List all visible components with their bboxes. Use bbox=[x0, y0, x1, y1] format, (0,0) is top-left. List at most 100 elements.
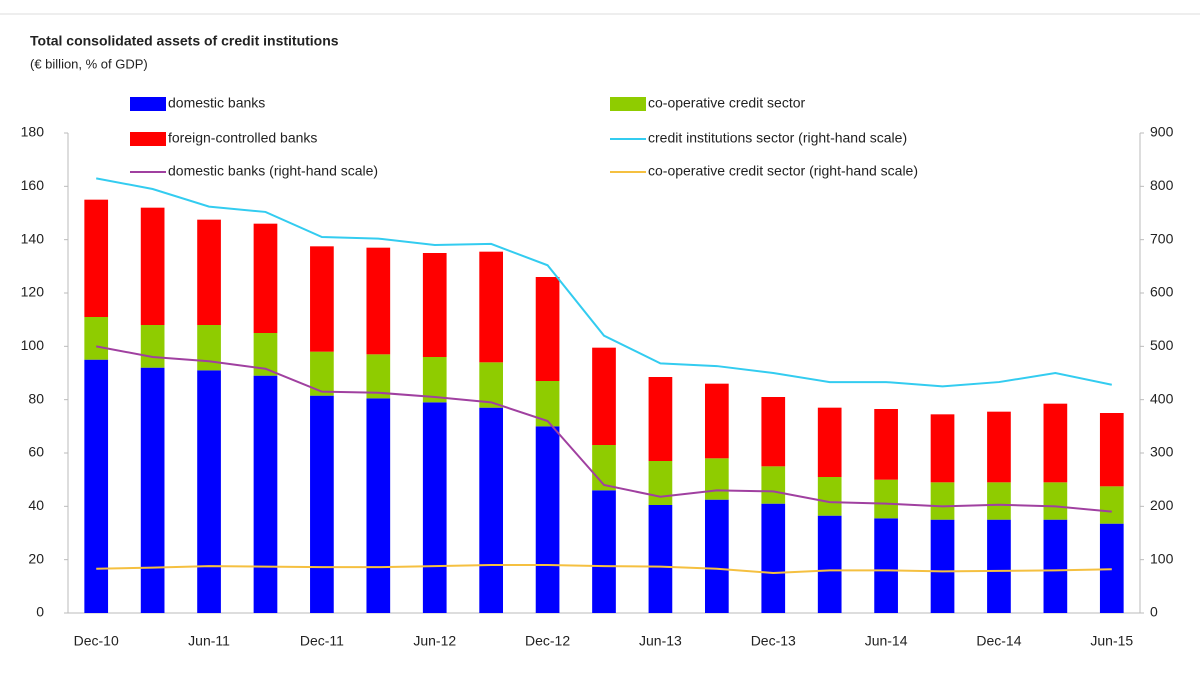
bar-segment bbox=[310, 395, 334, 613]
bar-segment bbox=[84, 199, 109, 317]
bar-segment bbox=[366, 247, 391, 355]
bar-segment bbox=[704, 458, 729, 500]
y2-tick-label: 200 bbox=[1150, 497, 1174, 513]
bar-segment bbox=[987, 519, 1011, 613]
x-tick-label: Jun-15 bbox=[1090, 633, 1133, 649]
bar-segment bbox=[422, 253, 447, 357]
bar-segment bbox=[1043, 519, 1068, 613]
bar-segment bbox=[310, 246, 334, 352]
bar-segment bbox=[874, 479, 898, 519]
bar-segment bbox=[987, 411, 1011, 483]
y-tick-label: 160 bbox=[21, 177, 45, 193]
bar-segment bbox=[648, 505, 673, 613]
bar-segment bbox=[817, 477, 842, 516]
bar-segment bbox=[535, 277, 560, 381]
x-tick-label: Dec-13 bbox=[751, 633, 796, 649]
bar-segment bbox=[1043, 482, 1068, 520]
x-tick-label: Dec-12 bbox=[525, 633, 570, 649]
legend-label: credit institutions sector (right-hand s… bbox=[648, 130, 907, 146]
bar-segment bbox=[479, 407, 504, 613]
bar-segment bbox=[817, 515, 842, 613]
bar-segment bbox=[422, 402, 447, 613]
bar-segment bbox=[253, 333, 278, 376]
bar-segment bbox=[648, 461, 673, 505]
bar-segment bbox=[987, 482, 1011, 520]
legend-label: co-operative credit sector (right-hand s… bbox=[648, 163, 918, 179]
line-series bbox=[96, 564, 1112, 575]
legend-label: domestic banks (right-hand scale) bbox=[168, 163, 378, 179]
bar-segment bbox=[761, 466, 786, 504]
y-tick-label: 180 bbox=[21, 124, 45, 140]
y2-tick-label: 300 bbox=[1150, 444, 1174, 460]
bar-segment bbox=[930, 519, 955, 613]
legend-label: domestic banks bbox=[168, 95, 265, 111]
x-tick-label: Dec-14 bbox=[976, 633, 1021, 649]
bar-segment bbox=[310, 351, 334, 396]
bar-segment bbox=[197, 325, 221, 371]
bar-segment bbox=[761, 397, 786, 467]
bar-segment bbox=[761, 503, 786, 613]
legend-label: co-operative credit sector bbox=[648, 95, 806, 111]
bar-segment bbox=[253, 223, 278, 333]
legend-swatch bbox=[130, 132, 166, 146]
bar-segment bbox=[140, 367, 165, 613]
bar-segment bbox=[1099, 413, 1124, 487]
bar-segment bbox=[592, 347, 616, 445]
y-tick-label: 100 bbox=[21, 337, 45, 353]
bar-segment bbox=[140, 325, 165, 368]
legend-swatch bbox=[610, 97, 646, 111]
x-tick-label: Jun-12 bbox=[413, 633, 456, 649]
bar-segment bbox=[422, 357, 447, 403]
line-series bbox=[96, 345, 1112, 513]
bar-segment bbox=[874, 409, 898, 480]
y-tick-label: 140 bbox=[21, 230, 45, 246]
bar-segment bbox=[874, 518, 898, 613]
bar-segment bbox=[197, 219, 221, 325]
bar-segment bbox=[84, 359, 109, 613]
y-tick-label: 80 bbox=[28, 390, 44, 406]
bar-segment bbox=[1099, 486, 1124, 524]
bar-segment bbox=[1099, 523, 1124, 613]
legend-label: foreign-controlled banks bbox=[168, 130, 317, 146]
y-tick-label: 0 bbox=[36, 604, 44, 620]
legend-swatch bbox=[130, 97, 166, 111]
bar-segment bbox=[704, 383, 729, 459]
bar-segment bbox=[479, 251, 504, 363]
y2-tick-label: 0 bbox=[1150, 604, 1158, 620]
bar-segment bbox=[366, 354, 391, 399]
y-tick-label: 40 bbox=[28, 497, 44, 513]
chart-subtitle: (€ billion, % of GDP) bbox=[30, 56, 148, 71]
bar-segment bbox=[197, 370, 221, 613]
y2-tick-label: 600 bbox=[1150, 284, 1174, 300]
x-tick-label: Dec-11 bbox=[300, 633, 344, 649]
bar-segment bbox=[84, 317, 109, 360]
bar-segment bbox=[535, 426, 560, 613]
bar-segment bbox=[140, 207, 165, 325]
bar-segment bbox=[648, 377, 673, 461]
x-tick-label: Jun-13 bbox=[639, 633, 682, 649]
bar-segment bbox=[704, 499, 729, 613]
bar-segment bbox=[930, 482, 955, 520]
line-series bbox=[96, 177, 1112, 388]
bar-segment bbox=[930, 414, 955, 483]
x-tick-label: Jun-14 bbox=[865, 633, 908, 649]
y2-tick-label: 800 bbox=[1150, 177, 1174, 193]
y2-tick-label: 500 bbox=[1150, 337, 1174, 353]
bar-segment bbox=[1043, 403, 1068, 483]
y2-tick-label: 900 bbox=[1150, 124, 1174, 140]
y-tick-label: 20 bbox=[28, 550, 44, 566]
chart-title: Total consolidated assets of credit inst… bbox=[30, 33, 339, 49]
bar-segment bbox=[479, 362, 504, 408]
bar-segment bbox=[592, 490, 616, 613]
y2-tick-label: 100 bbox=[1150, 550, 1174, 566]
y-tick-label: 120 bbox=[21, 284, 45, 300]
y2-tick-label: 400 bbox=[1150, 390, 1174, 406]
bar-segment bbox=[253, 375, 278, 613]
bar-segment bbox=[535, 381, 560, 427]
y-tick-label: 60 bbox=[28, 444, 44, 460]
bar-segment bbox=[817, 407, 842, 477]
x-tick-label: Dec-10 bbox=[74, 633, 119, 649]
y2-tick-label: 700 bbox=[1150, 230, 1174, 246]
